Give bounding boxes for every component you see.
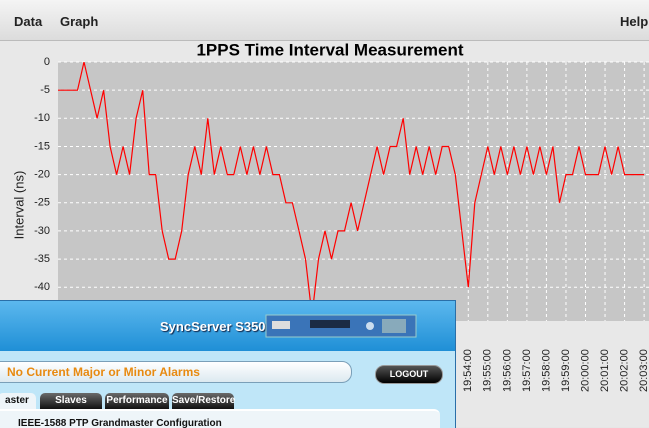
alarm-status: No Current Major or Minor Alarms [0, 361, 352, 383]
tab[interactable]: aster [0, 393, 36, 409]
tab[interactable]: Performance [105, 393, 169, 409]
y-tick-label: -15 [34, 140, 50, 152]
y-tick-label: -20 [34, 169, 50, 181]
tab[interactable]: Save/Restore [172, 393, 235, 409]
x-tick-label: 19:59:00 [560, 349, 572, 392]
syncserver-window: SyncServer S350 No Current Major or Mino… [0, 300, 456, 428]
device-logo [272, 321, 290, 329]
y-tick-label: -35 [34, 253, 50, 265]
x-tick-label: 20:02:00 [618, 349, 630, 392]
x-tick-label: 20:00:00 [579, 349, 591, 392]
menu-bar: Data Graph Help [0, 0, 649, 41]
x-tick-label: 20:01:00 [599, 349, 611, 392]
device-keys [382, 319, 406, 333]
chart-title: 1PPS Time Interval Measurement [196, 40, 463, 59]
tab[interactable]: Slaves [40, 393, 102, 409]
header: SyncServer S350 [0, 301, 455, 351]
plot-area [58, 62, 649, 321]
y-axis-label: Interval (ns) [11, 171, 26, 240]
device-knob [366, 322, 374, 330]
y-tick-label: -25 [34, 197, 50, 209]
menu-item[interactable]: Help [620, 14, 649, 29]
section-title: IEEE-1588 PTP Grandmaster Configuration [18, 418, 222, 428]
y-tick-label: 0 [44, 56, 50, 68]
menu-item[interactable]: Graph [60, 14, 99, 29]
logout-button[interactable]: LOGOUT [375, 365, 443, 384]
y-tick-label: -30 [34, 225, 50, 237]
device-display [310, 320, 350, 328]
data-line [58, 62, 645, 316]
x-tick-label: 19:56:00 [501, 349, 513, 392]
menu-item[interactable]: Data [14, 14, 43, 29]
x-tick-label: 19:54:00 [462, 349, 474, 392]
x-tick-label: 19:58:00 [540, 349, 552, 392]
device-image [265, 314, 417, 338]
y-tick-label: -10 [34, 112, 50, 124]
x-tick-label: 19:57:00 [521, 349, 533, 392]
y-tick-label: -5 [40, 84, 50, 96]
x-tick-label: 19:55:00 [482, 349, 494, 392]
y-tick-label: -40 [34, 281, 50, 293]
config-panel: IEEE-1588 PTP Grandmaster Configuration [0, 409, 440, 428]
device-title: SyncServer S350 [160, 319, 266, 334]
x-tick-label: 20:03:00 [638, 349, 649, 392]
